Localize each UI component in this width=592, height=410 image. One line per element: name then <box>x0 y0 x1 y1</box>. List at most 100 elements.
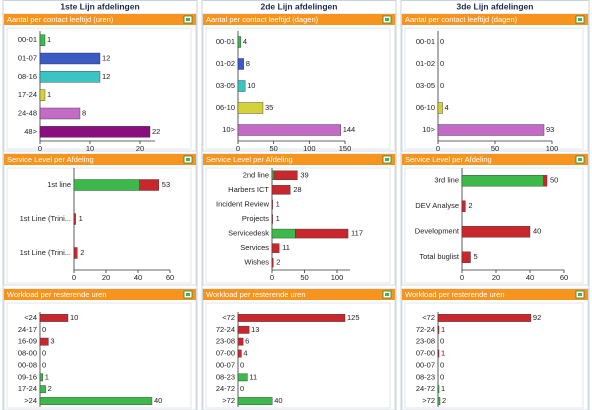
value-label: 39 <box>300 170 308 179</box>
category-label: 08-23 <box>416 372 435 381</box>
value-label: 4 <box>243 37 247 46</box>
panel-icon-inner <box>385 158 389 161</box>
panel-title: Service Level per Afdeling <box>206 155 293 164</box>
x-tick-label: 50 <box>300 273 308 282</box>
column-title: 3de Lijn afdelingen <box>457 1 534 11</box>
value-label: 0 <box>42 360 46 369</box>
value-label: 1 <box>45 372 49 381</box>
value-label: 3 <box>50 337 54 346</box>
panel-title: Workload per resterende uren <box>206 290 306 299</box>
x-tick-label: 0 <box>460 273 464 282</box>
value-label: 93 <box>546 125 554 134</box>
category-label: 03-05 <box>216 81 235 90</box>
value-label: 10 <box>70 313 78 322</box>
bar <box>73 247 78 259</box>
x-tick-label: 100 <box>331 273 344 282</box>
category-label: 07-00 <box>216 349 235 358</box>
value-label: 117 <box>351 229 363 238</box>
value-label: 10 <box>247 81 255 90</box>
bar <box>39 52 101 65</box>
bar <box>271 257 274 268</box>
panel-icon-inner <box>186 18 190 21</box>
category-label: 08-00 <box>18 349 37 358</box>
bar <box>39 397 153 405</box>
bar <box>461 226 531 238</box>
bar <box>271 185 291 195</box>
value-label: 0 <box>440 337 444 346</box>
bar <box>237 349 242 358</box>
category-label: 00-08 <box>18 360 37 369</box>
bar <box>437 349 440 358</box>
category-label: >72 <box>222 396 235 405</box>
panel-title: Workload per resterende uren <box>405 290 505 299</box>
category-label: 2nd line <box>243 170 269 179</box>
category-label: 1st Line (Trini... <box>20 248 71 257</box>
category-label: 10> <box>422 125 435 134</box>
value-label: 92 <box>533 313 541 322</box>
bar <box>543 175 548 187</box>
panel-title-bar <box>402 14 588 25</box>
bar <box>437 397 441 405</box>
category-label: 24-72 <box>216 384 235 393</box>
panel <box>3 288 197 410</box>
x-tick-label: 0 <box>436 144 440 153</box>
value-label: 0 <box>440 59 444 68</box>
category-label: 06-10 <box>216 103 235 112</box>
category-label: 17-24 <box>18 90 37 99</box>
bar <box>39 89 46 101</box>
category-label: DEV Analyse <box>415 201 459 210</box>
value-label: 40 <box>154 396 162 405</box>
panel-title: Aantal per contact leeftijd (uren) <box>7 15 114 24</box>
value-label: 0 <box>440 37 444 46</box>
bar <box>237 397 273 405</box>
category-label: 1st line <box>47 180 71 189</box>
bar <box>237 80 246 92</box>
category-label: 06-10 <box>416 103 435 112</box>
x-tick-label: 150 <box>339 144 352 153</box>
value-label: 0 <box>440 360 444 369</box>
value-label: 6 <box>245 337 249 346</box>
category-label: 00-01 <box>416 37 435 46</box>
panel-title-bar <box>203 154 395 165</box>
value-label: 4 <box>243 349 247 358</box>
category-label: 01-02 <box>416 59 435 68</box>
panel-title-bar <box>402 289 588 300</box>
value-label: 53 <box>162 180 170 189</box>
bar <box>271 214 273 224</box>
chart-frame <box>404 27 584 150</box>
value-label: 2 <box>442 396 446 405</box>
panel-title: Workload per resterende uren <box>7 290 107 299</box>
category-label: 01-07 <box>18 53 37 62</box>
category-label: 00-07 <box>216 360 235 369</box>
bar <box>237 325 250 334</box>
category-label: >72 <box>422 396 435 405</box>
panel-title: Service Level per Afdeling <box>7 155 94 164</box>
category-label: <72 <box>422 313 435 322</box>
x-tick-label: 40 <box>134 273 142 282</box>
chart-frame <box>404 302 584 409</box>
value-label: 1 <box>47 90 51 99</box>
x-tick-label: 60 <box>166 273 174 282</box>
category-label: 10> <box>222 125 235 134</box>
bar <box>437 102 443 114</box>
category-label: Servicedesk <box>228 229 269 238</box>
chart-frame <box>205 167 391 284</box>
panel-title-bar <box>203 289 395 300</box>
x-tick-label: 60 <box>560 273 568 282</box>
bar <box>461 251 471 263</box>
panel-title-bar <box>4 14 196 25</box>
category-label: 1st Line (Trini... <box>20 214 71 223</box>
panel <box>202 288 396 410</box>
panel-title: Service Level per Afdeling <box>405 155 492 164</box>
bar <box>237 102 264 114</box>
category-label: 08-23 <box>216 372 235 381</box>
value-label: 28 <box>293 185 301 194</box>
x-tick-label: 40 <box>526 273 534 282</box>
bar <box>237 337 244 346</box>
category-label: 23-08 <box>416 337 435 346</box>
value-label: 1 <box>79 214 83 223</box>
panel <box>202 153 396 286</box>
value-label: 2 <box>48 384 52 393</box>
value-label: 0 <box>240 384 244 393</box>
